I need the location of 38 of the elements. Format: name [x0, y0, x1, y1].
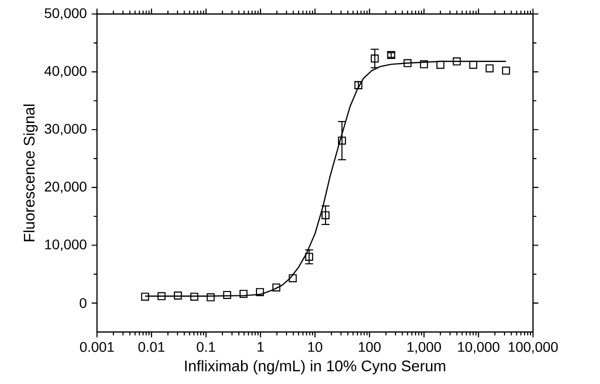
x-tick-label: 1 — [258, 342, 264, 352]
point — [206, 293, 215, 302]
y-tick-label: 30,000 — [44, 124, 86, 136]
y-tick-label: 0 — [80, 298, 86, 308]
point — [322, 211, 330, 220]
point — [502, 66, 510, 75]
point — [452, 57, 461, 66]
point — [141, 292, 150, 301]
point — [420, 60, 428, 68]
y-tick-label: 50,000 — [44, 8, 86, 20]
x-tick-label: 100,000 — [508, 342, 558, 354]
y-tick-label: 40,000 — [44, 66, 86, 78]
x-axis-title: Infliximab (ng/mL) in 10% Cyno Serum — [185, 360, 446, 374]
point — [256, 288, 264, 296]
point — [486, 64, 494, 72]
point — [436, 60, 444, 69]
x-tick-label: 1,000 — [408, 342, 441, 354]
point — [305, 252, 314, 261]
point — [404, 59, 412, 68]
y-tick-label: 10,000 — [45, 239, 86, 252]
y-axis-title: Fluorescence Signal — [23, 104, 38, 242]
point — [288, 274, 297, 282]
point — [174, 292, 182, 300]
point — [158, 292, 166, 300]
point — [240, 290, 248, 298]
point — [272, 283, 280, 292]
x-tick-label: 10,000 — [458, 342, 500, 354]
x-tick-label: 10 — [308, 342, 322, 352]
x-tick-label: 0.01 — [138, 342, 164, 352]
point — [469, 60, 478, 69]
point — [370, 54, 379, 63]
x-tick-label: 0.1 — [196, 342, 216, 352]
point — [338, 136, 346, 145]
x-tick-label: 0.001 — [80, 342, 114, 352]
x-tick-label: 100 — [358, 342, 381, 352]
point — [223, 290, 232, 299]
point — [190, 292, 198, 301]
y-tick-label: 20,000 — [44, 182, 86, 194]
